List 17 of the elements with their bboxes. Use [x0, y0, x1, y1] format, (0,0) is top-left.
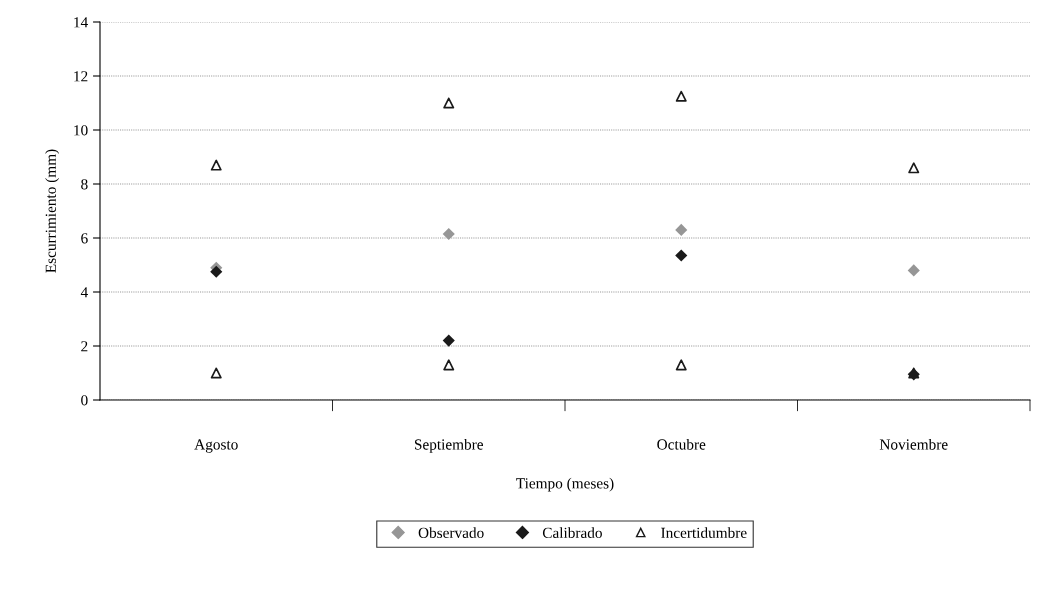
x-tick-label: Septiembre: [414, 438, 484, 453]
y-tick-label: 6: [81, 233, 88, 244]
y-tick-label: 2: [81, 341, 88, 352]
legend-label: Calibrado: [542, 527, 602, 538]
y-tick-label: 4: [80, 287, 88, 298]
x-axis-title: Tiempo (meses): [516, 477, 614, 492]
y-tick-label: 14: [74, 17, 88, 28]
y-tick-label: 8: [81, 179, 88, 190]
x-tick-label: Octubre: [657, 438, 706, 450]
y-axis-title: Escurrimiento (mm): [45, 149, 60, 273]
y-tick-label: 10: [74, 125, 88, 136]
x-tick-label: Agosto: [194, 439, 238, 453]
y-tick-label: 0: [81, 395, 88, 406]
legend-label: Incertidumbre: [661, 527, 747, 538]
legend-label: Observado: [418, 527, 484, 538]
x-tick-label: Noviembre: [879, 438, 948, 450]
y-tick-label: 12: [74, 71, 88, 82]
